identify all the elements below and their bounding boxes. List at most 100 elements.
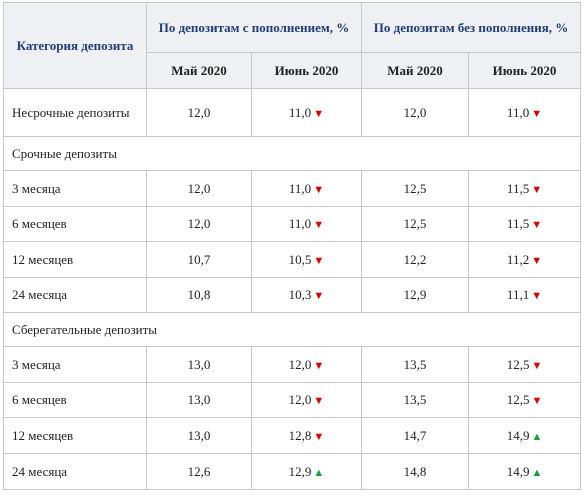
rate-value: 12,6 [187, 463, 211, 479]
rate-value: 14,9 [506, 427, 530, 443]
triangle-down-icon: ▼ [531, 183, 543, 196]
rate-value: 12,9 [403, 287, 427, 302]
category-label: 12 месяцев [3, 241, 147, 278]
rate-cell: 12,0 ▼ [251, 382, 362, 418]
table-row: 12 месяцев 13,0 12,8 ▼ 14,7 14,9 ▲ [3, 417, 582, 454]
rate-value: 12,5 [506, 392, 530, 407]
triangle-down-icon: ▼ [531, 107, 543, 120]
rate-cell: 10,3 ▼ [251, 277, 362, 313]
rate-value: 11,0 [506, 104, 530, 120]
rate-value: 12,0 [403, 104, 427, 120]
june-header-with: Июнь 2020 [251, 52, 362, 89]
triangle-up-icon: ▲ [531, 466, 543, 479]
rate-cell: 11,0 ▼ [251, 88, 362, 137]
category-label: 6 месяцев [3, 206, 147, 242]
rate-cell: 12,9 ▲ [251, 453, 362, 490]
rate-value: 12,0 [288, 356, 312, 372]
rate-value: 14,8 [403, 463, 427, 479]
table-row: 6 месяцев 12,0 11,0 ▼ 12,5 11,5 ▼ [3, 206, 582, 242]
rate-cell: 12,5 ▼ [467, 346, 582, 383]
rate-cell: 12,5 [361, 170, 469, 207]
rate-cell: 11,0 ▼ [251, 206, 362, 242]
section-label: Срочные депозиты [2, 136, 582, 171]
rate-cell: 13,0 [146, 382, 252, 418]
category-header: Категория депозита [3, 2, 147, 89]
rate-cell: 12,0 [146, 170, 252, 207]
deposit-rates-table: Категория депозита По депозитам с пополн… [2, 2, 582, 490]
triangle-down-icon: ▼ [313, 395, 325, 407]
rate-cell: 14,9 ▲ [467, 417, 582, 454]
triangle-down-icon: ▼ [531, 254, 543, 267]
triangle-down-icon: ▼ [313, 107, 325, 120]
rate-cell: 11,5 ▼ [467, 206, 582, 242]
rate-value: 12,2 [403, 251, 427, 267]
category-label: 6 месяцев [3, 382, 147, 418]
rate-cell: 10,7 [146, 241, 252, 278]
may-header-without: Май 2020 [361, 52, 469, 89]
section-label: Сберегательные депозиты [2, 312, 582, 347]
category-label: 3 месяца [3, 346, 147, 383]
rate-cell: 11,0 ▼ [251, 170, 362, 207]
rate-value: 12,8 [288, 427, 312, 443]
rate-cell: 10,8 [146, 277, 252, 313]
with-topup-header: По депозитам с пополнением, % [146, 2, 362, 53]
category-label: 24 месяца [3, 453, 147, 490]
rate-cell: 12,8 ▼ [251, 417, 362, 454]
rate-cell: 12,0 [361, 88, 469, 137]
without-topup-header: По депозитам без пополнения, % [360, 2, 582, 53]
triangle-down-icon: ▼ [531, 290, 543, 302]
table-row: 3 месяца 12,0 11,0 ▼ 12,5 11,5 ▼ [3, 170, 582, 207]
category-label: 12 месяцев [3, 417, 147, 454]
section-row: Срочные депозиты [2, 136, 582, 171]
rate-value: 10,7 [187, 251, 211, 267]
rate-value: 10,3 [288, 287, 312, 302]
table-row: 12 месяцев 10,7 10,5 ▼ 12,2 11,2 ▼ [3, 241, 582, 278]
rate-value: 11,0 [288, 180, 312, 196]
rate-value: 12,9 [288, 463, 312, 479]
category-label: Несрочные депозиты [3, 88, 147, 137]
triangle-down-icon: ▼ [531, 359, 543, 372]
table-row: Несрочные депозиты 12,0 11,0 ▼ 12,0 11,0 ▼ [3, 88, 582, 137]
rate-value: 10,5 [288, 251, 312, 267]
triangle-down-icon: ▼ [313, 359, 325, 372]
rate-cell: 11,1 ▼ [467, 277, 582, 313]
rate-value: 13,0 [187, 427, 211, 443]
rate-cell: 12,9 [361, 277, 469, 313]
triangle-down-icon: ▼ [531, 219, 543, 231]
rate-cell: 12,0 ▼ [251, 346, 362, 383]
rate-value: 11,0 [288, 104, 312, 120]
table-row: 24 месяца 12,6 12,9 ▲ 14,8 14,9 ▲ [3, 453, 582, 490]
rate-value: 11,2 [506, 251, 530, 267]
rate-cell: 14,7 [361, 417, 469, 454]
rate-value: 12,0 [187, 104, 211, 120]
may-header-with: Май 2020 [146, 52, 252, 89]
triangle-down-icon: ▼ [531, 395, 543, 407]
triangle-up-icon: ▲ [313, 466, 325, 479]
rate-value: 11,1 [506, 287, 530, 302]
triangle-up-icon: ▲ [531, 430, 543, 443]
rate-value: 13,5 [403, 356, 427, 372]
category-label: 24 месяца [3, 277, 147, 313]
rate-cell: 12,5 ▼ [467, 382, 582, 418]
rate-cell: 12,2 [361, 241, 469, 278]
rate-value: 12,5 [506, 356, 530, 372]
rate-cell: 12,6 [146, 453, 252, 490]
rate-value: 12,5 [403, 180, 427, 196]
rate-cell: 13,5 [361, 346, 469, 383]
triangle-down-icon: ▼ [313, 183, 325, 196]
table-body: Несрочные депозиты 12,0 11,0 ▼ 12,0 11,0 ▼ Сроч… [2, 88, 582, 490]
rate-value: 13,0 [187, 392, 211, 407]
section-row: Сберегательные депозиты [2, 312, 582, 347]
rate-cell: 11,2 ▼ [467, 241, 582, 278]
rate-cell: 14,9 ▲ [467, 453, 582, 490]
rate-cell: 10,5 ▼ [251, 241, 362, 278]
rate-cell: 12,0 [146, 88, 252, 137]
triangle-down-icon: ▼ [313, 254, 325, 267]
table-row: 6 месяцев 13,0 12,0 ▼ 13,5 12,5 ▼ [3, 382, 582, 418]
rate-value: 12,0 [187, 216, 211, 231]
rate-value: 13,5 [403, 392, 427, 407]
table-row: 24 месяца 10,8 10,3 ▼ 12,9 11,1 ▼ [3, 277, 582, 313]
rate-value: 13,0 [187, 356, 211, 372]
rate-value: 11,5 [506, 216, 530, 231]
triangle-down-icon: ▼ [313, 290, 325, 302]
